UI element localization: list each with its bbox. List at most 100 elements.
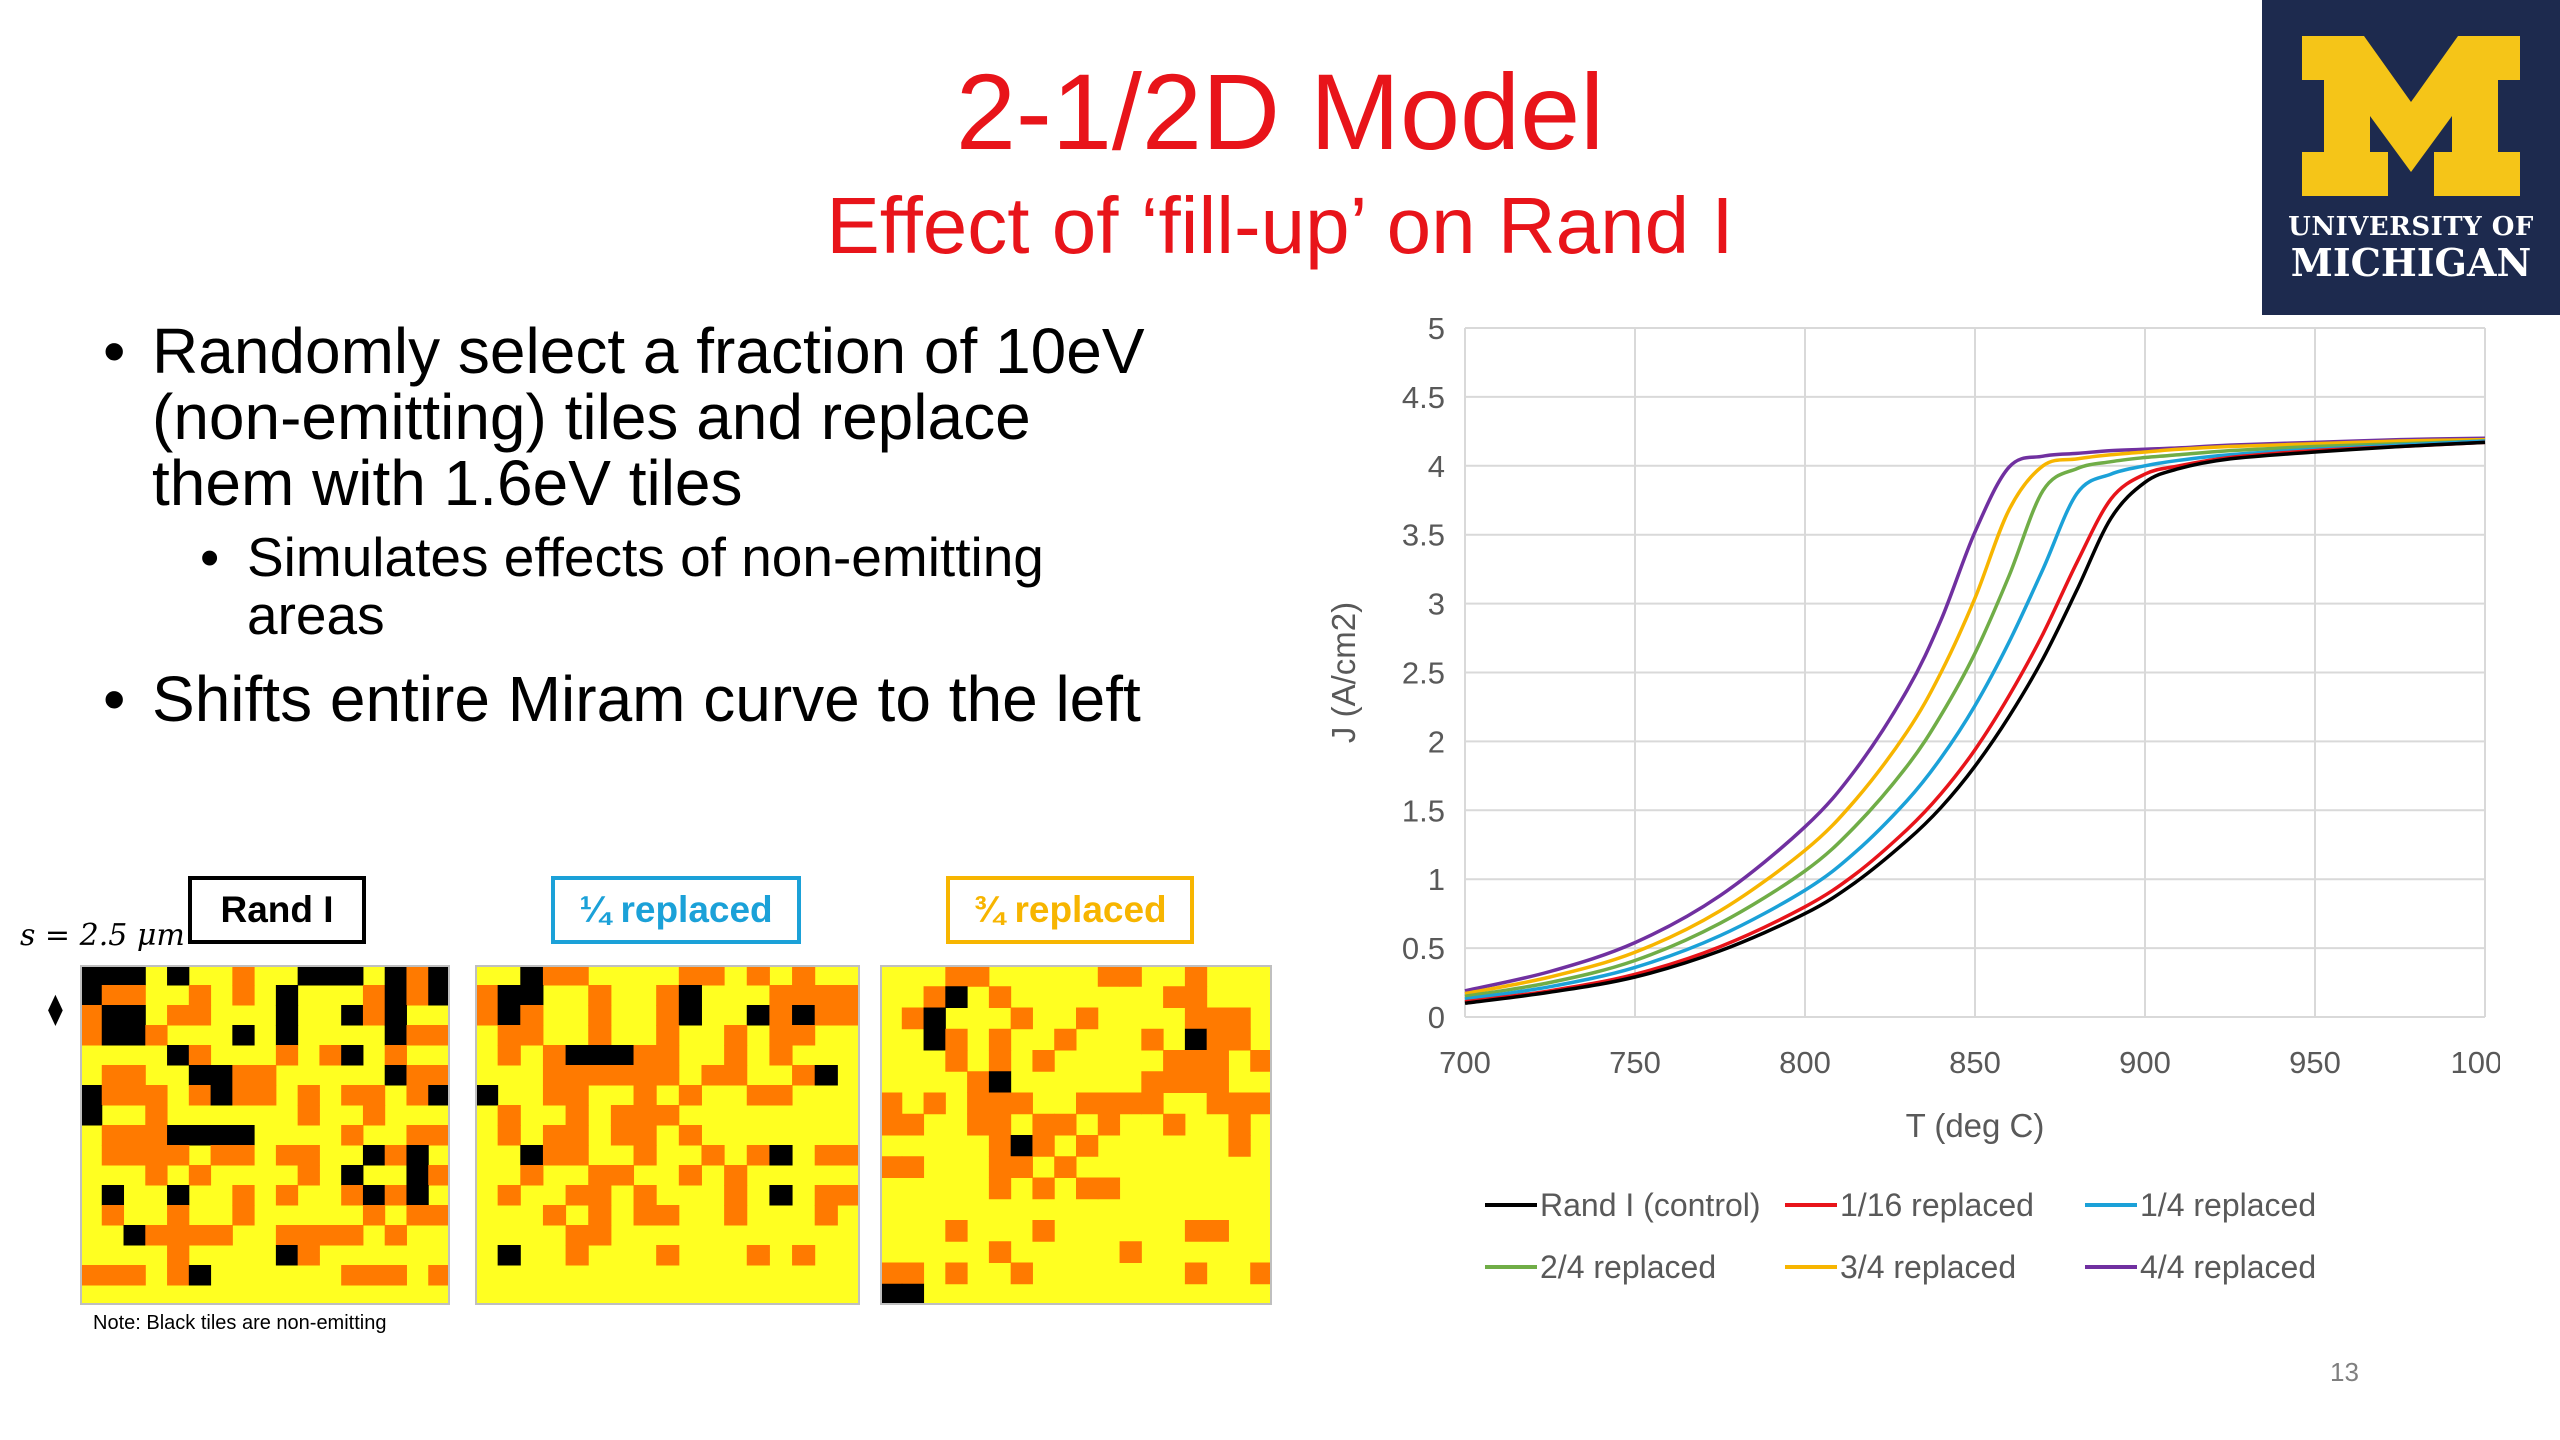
tile-emitting bbox=[1032, 1113, 1055, 1136]
tile-non-emitting bbox=[769, 1185, 793, 1206]
tile-emitting bbox=[656, 985, 680, 1006]
tile-emitting bbox=[769, 1085, 793, 1106]
tile-emitting bbox=[275, 1045, 299, 1066]
series-line bbox=[1464, 439, 2486, 999]
tile-emitting bbox=[837, 1145, 860, 1166]
tile-non-emitting bbox=[406, 1165, 429, 1186]
tile-emitting bbox=[232, 1185, 255, 1206]
tile-emitting bbox=[210, 1225, 233, 1246]
tile-non-emitting bbox=[80, 1085, 103, 1106]
tile-emitting bbox=[678, 1165, 702, 1186]
tile-emitting bbox=[319, 965, 342, 986]
grid-label-three-quarter-replaced: ¾ replaced bbox=[946, 876, 1194, 944]
tile-emitting bbox=[656, 1065, 680, 1086]
tile-emitting bbox=[988, 1177, 1012, 1200]
tile-emitting bbox=[678, 1085, 702, 1106]
tile-emitting bbox=[145, 1085, 168, 1106]
slide-subtitle: Effect of ‘fill-up’ on Rand I bbox=[826, 181, 1734, 270]
tile-emitting bbox=[724, 1025, 748, 1046]
tile-non-emitting bbox=[341, 1165, 364, 1186]
tile-emitting bbox=[80, 965, 103, 986]
tile-emitting bbox=[123, 1265, 146, 1286]
tile-non-emitting bbox=[384, 965, 407, 986]
tile-emitting bbox=[341, 1185, 364, 1206]
bullet-item: Randomly select a fraction of 10eV (non-… bbox=[95, 318, 1155, 516]
tile-emitting bbox=[80, 1025, 103, 1046]
tile-emitting bbox=[362, 1085, 386, 1106]
tile-non-emitting bbox=[428, 1085, 450, 1106]
tile-emitting bbox=[406, 1025, 429, 1046]
tile-emitting bbox=[428, 985, 450, 1006]
tile-emitting bbox=[497, 1045, 521, 1066]
tile-emitting bbox=[520, 1005, 544, 1026]
x-tick-label: 700 bbox=[1439, 1045, 1491, 1080]
tile-non-emitting bbox=[362, 1145, 386, 1166]
tile-emitting bbox=[475, 985, 499, 1006]
tile-emitting bbox=[188, 985, 212, 1006]
tile-non-emitting bbox=[520, 985, 544, 1006]
x-tick-label: 950 bbox=[2289, 1045, 2341, 1080]
tile-non-emitting bbox=[610, 1045, 635, 1066]
tile-emitting bbox=[167, 1225, 190, 1246]
tile-emitting bbox=[746, 1145, 770, 1166]
tile-emitting bbox=[967, 1113, 990, 1136]
tile-emitting bbox=[565, 1105, 589, 1126]
tile-emitting bbox=[1076, 1135, 1099, 1157]
tile-emitting bbox=[1184, 1050, 1208, 1072]
tile-emitting bbox=[988, 1092, 1012, 1115]
tile-emitting bbox=[610, 1125, 635, 1146]
tile-non-emitting bbox=[384, 1025, 407, 1046]
tile-emitting bbox=[814, 1185, 838, 1206]
tile-emitting bbox=[428, 1265, 450, 1286]
tile-emitting bbox=[837, 985, 860, 1006]
tile-non-emitting bbox=[188, 1265, 212, 1286]
tile-emitting bbox=[232, 1205, 255, 1226]
tile-emitting bbox=[565, 965, 589, 986]
tile-non-emitting bbox=[565, 1045, 589, 1066]
tile-non-emitting bbox=[362, 1185, 386, 1206]
tile-emitting bbox=[1206, 1220, 1229, 1242]
tile-emitting bbox=[1206, 1028, 1229, 1051]
tile-emitting bbox=[988, 1028, 1012, 1051]
tile-emitting bbox=[520, 1025, 544, 1046]
tile-emitting bbox=[101, 965, 125, 986]
bullet-list: Randomly select a fraction of 10eV (non-… bbox=[95, 318, 1155, 758]
tile-emitting bbox=[792, 985, 816, 1006]
tile-non-emitting bbox=[123, 1225, 146, 1246]
tile-emitting bbox=[232, 965, 255, 986]
tile-non-emitting bbox=[188, 1065, 212, 1086]
tile-emitting bbox=[724, 1045, 748, 1066]
x-axis-label: T (deg C) bbox=[1906, 1107, 2045, 1144]
tile-emitting bbox=[792, 965, 816, 986]
y-tick-label: 3 bbox=[1428, 587, 1445, 622]
tile-emitting bbox=[406, 965, 429, 986]
tile-emitting bbox=[297, 1145, 320, 1166]
tile-emitting bbox=[297, 1105, 320, 1126]
tile-emitting bbox=[362, 1205, 386, 1226]
tile-emitting bbox=[497, 1185, 521, 1206]
tile-emitting bbox=[1076, 1007, 1099, 1030]
tile-non-emitting bbox=[406, 1185, 429, 1206]
tile-emitting bbox=[497, 1025, 521, 1046]
tile-emitting bbox=[967, 1071, 990, 1093]
grid-note: Note: Black tiles are non-emitting bbox=[93, 1312, 387, 1334]
tile-emitting bbox=[384, 1045, 407, 1066]
tile-emitting bbox=[945, 1220, 968, 1242]
tile-emitting bbox=[475, 1005, 499, 1026]
tile-emitting bbox=[588, 1005, 612, 1026]
tile-emitting bbox=[254, 1085, 277, 1106]
tile-non-emitting bbox=[275, 985, 299, 1006]
tile-grid-quarter-replaced bbox=[475, 965, 860, 1305]
tile-emitting bbox=[101, 1145, 125, 1166]
tile-emitting bbox=[80, 1005, 103, 1026]
tile-emitting bbox=[901, 1156, 925, 1178]
tile-non-emitting bbox=[167, 1125, 190, 1146]
tile-emitting bbox=[428, 1125, 450, 1146]
tile-emitting bbox=[678, 965, 702, 986]
tile-non-emitting bbox=[275, 1025, 299, 1046]
bullet-item: Shifts entire Miram curve to the left bbox=[95, 666, 1155, 732]
tile-emitting bbox=[406, 1085, 429, 1106]
tile-emitting bbox=[1250, 1262, 1272, 1285]
tile-emitting bbox=[814, 1005, 838, 1026]
